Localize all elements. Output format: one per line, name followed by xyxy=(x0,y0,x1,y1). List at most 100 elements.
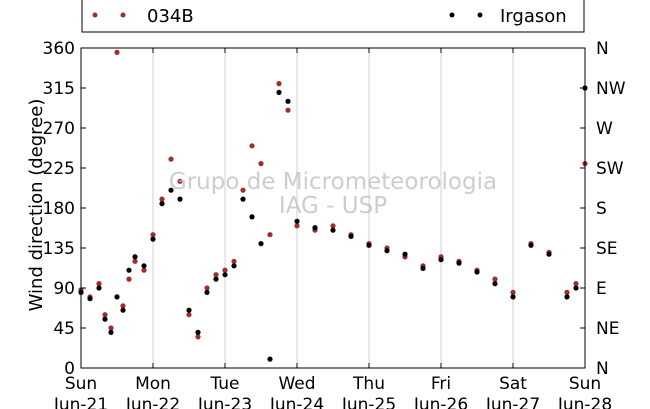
point-034b xyxy=(231,258,237,264)
point-034b xyxy=(195,334,201,340)
grid xyxy=(152,48,514,368)
point-irgason xyxy=(276,89,282,95)
point-irgason xyxy=(96,285,102,291)
point-irgason xyxy=(114,294,120,300)
point-irgason xyxy=(204,289,210,295)
x-tick-label-day: Fri xyxy=(431,374,451,394)
point-irgason xyxy=(573,285,579,291)
point-034b xyxy=(150,232,156,238)
y-tick-label-right: W xyxy=(596,119,613,139)
watermark: Grupo de Micrometeorologia IAG - USP xyxy=(169,169,497,219)
y-tick-label-right: N xyxy=(596,39,609,59)
y-tick-label-right: NW xyxy=(596,79,626,99)
x-tick-label-day: Thu xyxy=(352,374,385,394)
point-034b xyxy=(96,281,102,287)
point-irgason xyxy=(492,281,498,287)
point-034b xyxy=(120,303,126,309)
y-tick-label-right: SE xyxy=(596,239,618,259)
point-irgason xyxy=(420,265,426,271)
point-034b xyxy=(240,187,246,193)
point-irgason xyxy=(159,201,165,207)
legend: 034B Irgason xyxy=(81,0,585,33)
y-tick-label-right: E xyxy=(596,279,607,299)
point-034b xyxy=(276,81,282,87)
y-tick-label: 360 xyxy=(43,39,75,59)
y-axis-title: Wind direction (degree) xyxy=(26,99,47,312)
legend-marker-irgason xyxy=(477,12,483,18)
point-irgason xyxy=(141,263,147,269)
point-irgason xyxy=(249,214,255,220)
point-irgason xyxy=(438,257,444,263)
x-tick-label-date: Jun-26 xyxy=(413,395,468,409)
legend-box xyxy=(81,0,585,33)
point-irgason xyxy=(102,316,108,322)
y-tick-label: 180 xyxy=(43,199,75,219)
x-tick-label-date: Jun-25 xyxy=(341,395,396,409)
point-irgason xyxy=(510,294,516,300)
point-irgason xyxy=(528,242,534,248)
y-tick-label-right: S xyxy=(596,199,607,219)
point-irgason xyxy=(195,329,201,335)
x-tick-label-date: Jun-22 xyxy=(125,395,180,409)
x-tick-label-day: Wed xyxy=(278,374,315,394)
x-tick-label-date: Jun-23 xyxy=(197,395,252,409)
point-034b xyxy=(213,272,219,278)
point-irgason xyxy=(312,225,318,231)
point-irgason xyxy=(546,251,552,257)
x-tick-label-day: Tue xyxy=(209,374,239,394)
point-irgason xyxy=(132,254,138,260)
point-irgason xyxy=(87,296,93,302)
point-034b xyxy=(492,276,498,282)
point-irgason xyxy=(120,307,126,313)
x-tick-label-date: Jun-27 xyxy=(485,395,540,409)
point-034b xyxy=(126,276,132,282)
point-irgason xyxy=(186,307,192,313)
legend-marker-034b xyxy=(92,12,98,18)
watermark-line-2: IAG - USP xyxy=(279,193,387,219)
point-034b xyxy=(249,143,255,149)
y-tick-label-right: N xyxy=(596,359,609,379)
point-034b xyxy=(102,312,108,318)
point-irgason xyxy=(267,356,273,362)
point-irgason xyxy=(330,227,336,233)
point-irgason xyxy=(108,329,114,335)
axes: SunJun-21MonJun-22TueJun-23WedJun-24ThuJ… xyxy=(43,39,626,409)
point-034b xyxy=(564,289,570,295)
point-irgason xyxy=(150,236,156,242)
point-034b xyxy=(222,267,228,273)
point-irgason xyxy=(366,242,372,248)
y-tick-label: 0 xyxy=(64,359,75,379)
y-tick-label-right: SW xyxy=(596,159,624,179)
point-034b xyxy=(186,312,192,318)
y-tick-label: 45 xyxy=(53,319,75,339)
x-tick-label-day: Sun xyxy=(65,374,97,394)
point-034b xyxy=(267,232,273,238)
x-tick-label-date: Jun-24 xyxy=(269,395,324,409)
legend-marker-034b xyxy=(120,12,126,18)
point-irgason xyxy=(402,251,408,257)
point-irgason xyxy=(240,196,246,202)
point-irgason xyxy=(126,267,132,273)
point-034b xyxy=(159,196,165,202)
y-tick-label: 90 xyxy=(53,279,75,299)
point-irgason xyxy=(213,276,219,282)
x-tick-label-day: Mon xyxy=(135,374,171,394)
point-irgason xyxy=(294,218,300,224)
point-034b xyxy=(108,325,114,331)
point-irgason xyxy=(456,260,462,266)
point-034b xyxy=(132,258,138,264)
point-irgason xyxy=(177,196,183,202)
point-irgason xyxy=(285,98,291,104)
legend-label-034b: 034B xyxy=(147,6,194,27)
point-irgason xyxy=(231,263,237,269)
point-irgason xyxy=(474,269,480,275)
point-irgason xyxy=(348,233,354,239)
point-irgason xyxy=(258,241,264,247)
point-034b xyxy=(168,156,174,162)
point-034b xyxy=(141,267,147,273)
legend-marker-irgason xyxy=(449,12,455,18)
point-irgason xyxy=(168,187,174,193)
point-034b xyxy=(177,178,183,184)
point-034b xyxy=(330,223,336,229)
